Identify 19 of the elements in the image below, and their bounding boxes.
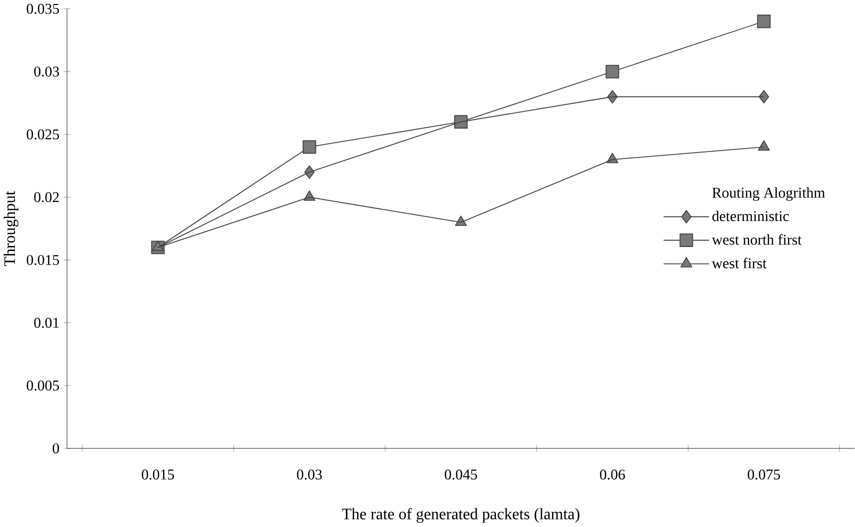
y-tick-label: 0.005: [26, 380, 59, 391]
x-tick-label: 0.015: [142, 470, 174, 480]
x-tick-label: 0.03: [297, 470, 322, 480]
y-tick-label: 0.01: [34, 318, 59, 328]
x-axis-title: The rate of generated packets (lamta): [342, 508, 580, 523]
legend-label: west first: [712, 258, 767, 269]
legend-label: deterministic: [712, 210, 789, 222]
legend-title: Routing Alogrithm: [712, 188, 825, 202]
y-tick-label: 0.025: [26, 130, 59, 140]
y-tick-label: 0.03: [34, 66, 59, 77]
y-tick-label: 0: [52, 444, 60, 454]
y-axis-title: Throughput: [4, 191, 18, 266]
y-tick-label: 0.035: [26, 4, 59, 14]
y-tick-label: 0.015: [26, 255, 59, 266]
legend-label: west north first: [712, 234, 802, 245]
x-tick-label: 0.075: [748, 470, 780, 480]
y-tick-label: 0.02: [34, 192, 59, 202]
x-tick-label: 0.06: [600, 470, 625, 480]
x-tick-label: 0.045: [444, 470, 478, 480]
